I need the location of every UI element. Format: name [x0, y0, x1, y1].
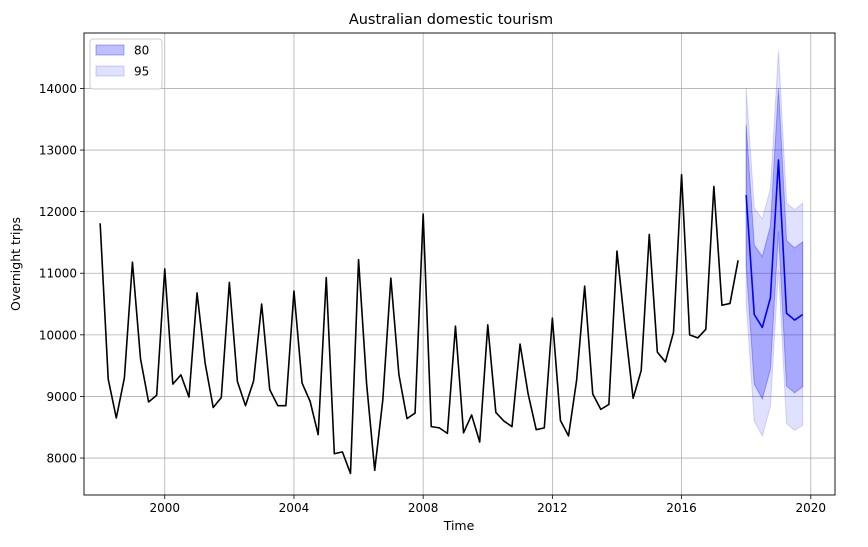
legend-swatch-95: [95, 65, 125, 77]
x-tick-label: 2000: [149, 501, 180, 515]
y-tick-label: 9000: [46, 390, 77, 404]
y-tick-label: 11000: [39, 267, 77, 281]
chart-title: Australian domestic tourism: [349, 12, 553, 28]
legend: 80 95: [89, 38, 163, 90]
forecast-band-80: [745, 88, 804, 401]
y-tick-label: 14000: [39, 82, 77, 96]
x-tick-label: 2004: [279, 501, 310, 515]
forecast-band-95: [745, 50, 804, 438]
x-tick-label: 2012: [537, 501, 568, 515]
y-tick-label: 10000: [39, 328, 77, 342]
x-tick-label: 2008: [408, 501, 439, 515]
y-axis-ticks: 8000 9000 10000 11000 12000 13000 14000: [39, 82, 84, 466]
y-tick-label: 12000: [39, 205, 77, 219]
x-axis-ticks: 2000 2004 2008 2012 2016 2020: [149, 495, 826, 515]
y-axis-label: Overnight trips: [8, 217, 23, 311]
observed-series-line: [99, 173, 739, 475]
x-tick-label: 2016: [666, 501, 697, 515]
grid: [84, 33, 835, 495]
forecast-bands: [745, 50, 804, 438]
x-tick-label: 2020: [796, 501, 827, 515]
forecast-series-line: [745, 159, 804, 329]
y-tick-label: 13000: [39, 144, 77, 158]
x-axis-label: Time: [443, 518, 475, 533]
legend-label-80: 80: [134, 44, 149, 58]
legend-box: [89, 38, 163, 90]
y-tick-label: 8000: [46, 452, 77, 466]
plot-frame: [83, 32, 836, 496]
series-lines: [99, 159, 804, 475]
legend-label-95: 95: [134, 65, 149, 79]
legend-swatch-80: [95, 44, 125, 56]
